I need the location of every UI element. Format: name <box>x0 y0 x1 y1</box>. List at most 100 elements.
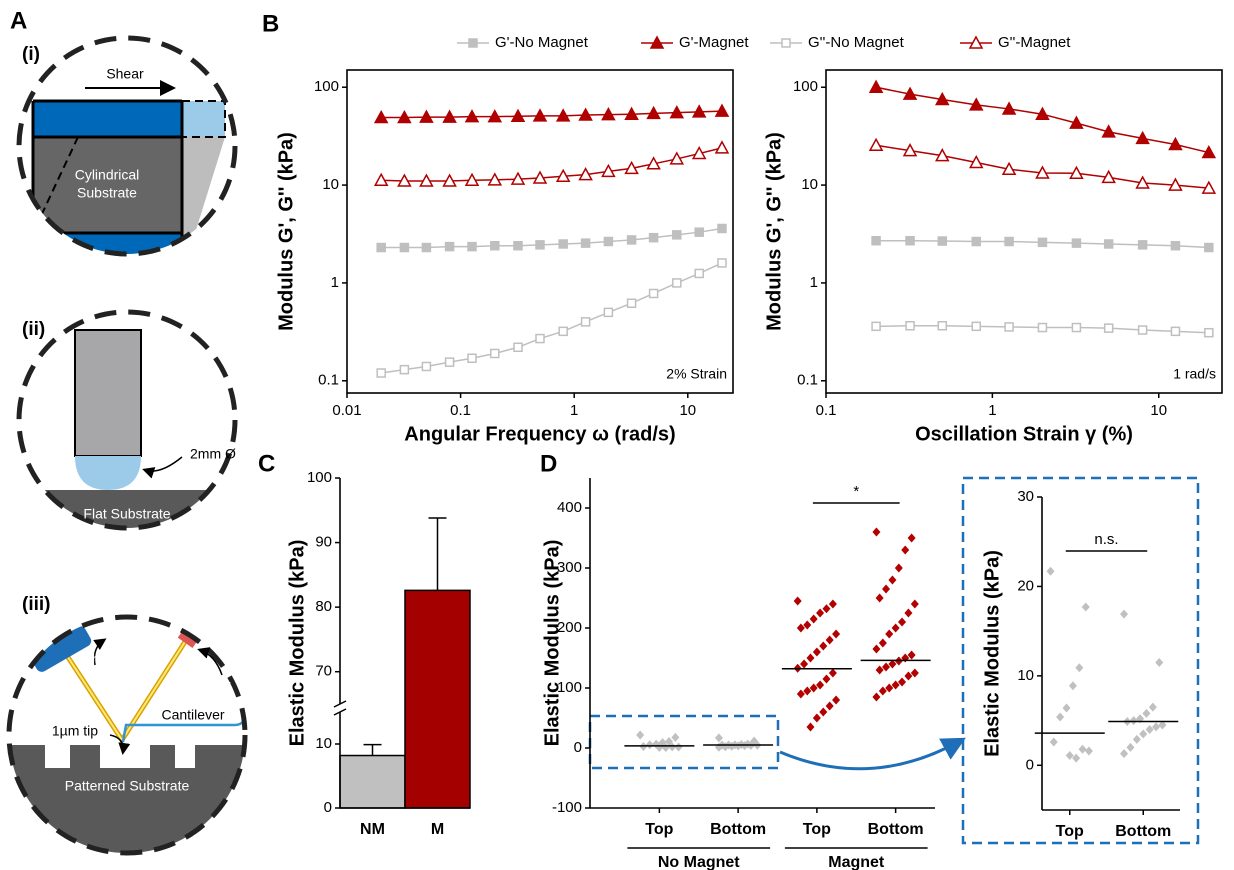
marker <box>968 97 984 111</box>
marker <box>971 236 981 247</box>
marker <box>1004 236 1014 247</box>
marker <box>1204 242 1214 253</box>
group-label: Magnet <box>828 854 885 870</box>
inset-box <box>961 476 1200 845</box>
point <box>1078 744 1087 754</box>
y-tick-label: 300 <box>557 559 582 576</box>
point <box>901 545 910 555</box>
x-axis-label: Angular Frequency ω (rad/s) <box>404 423 675 445</box>
marker <box>714 103 730 117</box>
y-tick-label: 70 <box>315 663 332 680</box>
point <box>800 659 809 669</box>
marker <box>580 317 591 327</box>
marker <box>1004 322 1014 332</box>
y-tick-label: 0 <box>324 799 332 816</box>
marker <box>490 240 500 251</box>
point <box>1068 681 1077 691</box>
annotation: 2% Strain <box>666 366 727 382</box>
marker <box>905 235 915 246</box>
marker <box>1168 136 1183 151</box>
marker <box>513 240 523 251</box>
point <box>828 668 837 678</box>
marker <box>1103 239 1114 249</box>
point <box>1065 750 1074 760</box>
point <box>1155 657 1164 667</box>
point <box>793 596 802 606</box>
marker <box>971 321 981 332</box>
y-tick-label: 100 <box>307 469 332 486</box>
y-tick-label: 0.1 <box>797 372 818 389</box>
axis-break <box>333 700 347 708</box>
y-tick-label: 10 <box>801 176 818 193</box>
marker <box>510 108 526 123</box>
y-tick-label: 0 <box>574 739 582 756</box>
point <box>664 736 673 746</box>
legend-label: G'-Magnet <box>679 34 749 51</box>
marker <box>1168 177 1183 191</box>
y-axis-label: Modulus G', G'' (kPa) <box>275 132 297 331</box>
x-tick-label: 0.01 <box>332 402 361 419</box>
point <box>875 593 884 603</box>
panel-label: D <box>540 450 557 477</box>
marker <box>397 173 412 187</box>
point <box>806 722 815 732</box>
y-tick-label: 90 <box>315 534 332 551</box>
marker <box>490 348 500 359</box>
point <box>822 604 831 614</box>
marker <box>601 163 616 178</box>
marker <box>694 268 704 279</box>
point <box>898 617 907 627</box>
point <box>872 527 881 537</box>
bar <box>404 589 471 809</box>
point <box>734 741 743 751</box>
marker <box>399 364 410 375</box>
zoom-arrow <box>779 737 966 771</box>
point <box>1062 703 1071 713</box>
point <box>910 599 919 609</box>
point <box>812 647 821 657</box>
point <box>1148 702 1157 712</box>
marker <box>535 240 545 250</box>
pointer <box>93 638 107 666</box>
point <box>1139 729 1148 739</box>
legend-marker <box>968 35 984 49</box>
point <box>1120 749 1129 759</box>
marker <box>626 298 637 308</box>
point <box>904 671 913 681</box>
point <box>671 732 680 742</box>
y-tick-label: 400 <box>557 499 582 516</box>
x-axis-label: Oscillation Strain γ (%) <box>915 423 1133 445</box>
marker <box>467 353 477 363</box>
marker <box>937 321 948 331</box>
marker <box>1137 325 1148 335</box>
x-tick-label: Bottom <box>710 821 766 838</box>
marker <box>1101 169 1116 184</box>
point <box>910 668 919 678</box>
label: Laser <box>195 677 230 693</box>
marker <box>937 236 948 246</box>
marker <box>691 145 707 160</box>
point <box>819 641 828 651</box>
legend-marker <box>781 38 791 48</box>
marker <box>672 278 682 288</box>
marker <box>578 107 593 121</box>
marker <box>1001 161 1017 176</box>
x-tick-label: 0.1 <box>816 402 837 419</box>
legend-label: G''-No Magnet <box>808 34 905 51</box>
point <box>806 653 815 663</box>
marker <box>444 357 455 367</box>
pointer <box>197 647 223 676</box>
label: Substrate <box>77 185 137 201</box>
marker <box>669 151 685 165</box>
marker <box>1204 327 1214 338</box>
marker <box>419 173 434 187</box>
point <box>898 677 907 687</box>
marker <box>464 172 480 187</box>
marker <box>580 238 591 248</box>
point <box>1049 737 1058 747</box>
point <box>1145 725 1154 735</box>
marker <box>1071 322 1082 333</box>
x-tick-label: M <box>431 821 444 838</box>
marker <box>421 242 432 253</box>
